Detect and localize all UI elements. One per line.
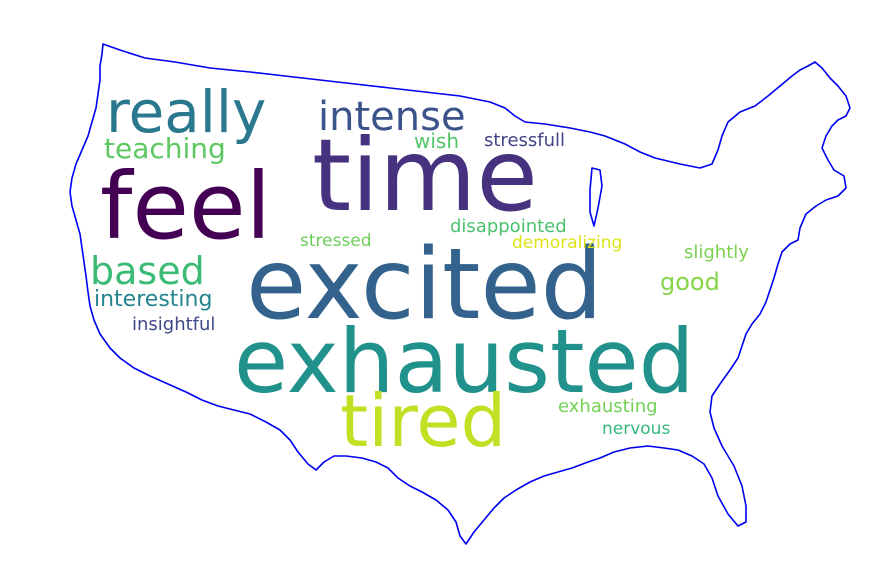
word-interesting: interesting (94, 287, 212, 312)
word-slightly: slightly (684, 242, 749, 263)
word-wish: wish (414, 129, 459, 153)
word-demoralizing: demoralizing (512, 233, 622, 253)
word-stressfull: stressfull (484, 130, 565, 151)
word-good: good (660, 268, 720, 296)
word-based: based (90, 249, 205, 293)
word-really: really (106, 78, 266, 146)
word-time: time (312, 117, 538, 234)
word-nervous: nervous (602, 419, 670, 439)
word-teaching: teaching (104, 132, 226, 165)
word-disappointed: disappointed (450, 216, 567, 237)
word-excited: excited (246, 228, 603, 342)
us-map-outline (69, 43, 851, 545)
word-tired: tired (340, 379, 506, 463)
word-exhausting: exhausting (558, 396, 658, 417)
word-exhausted: exhausted (234, 310, 695, 413)
word-stressed: stressed (300, 231, 372, 251)
word-intense: intense (318, 94, 466, 140)
word-insightful: insightful (132, 314, 215, 335)
word-feel: feel (100, 153, 271, 260)
